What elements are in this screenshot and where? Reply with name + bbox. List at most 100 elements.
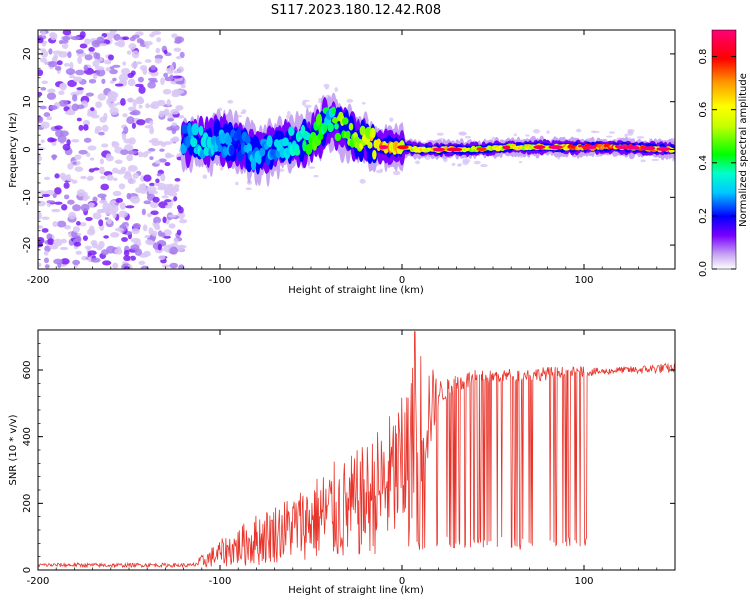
noise-blob [82, 235, 88, 241]
noise-blob [99, 175, 107, 180]
noise-blob [105, 153, 112, 161]
noise-blob [140, 265, 150, 269]
y-tick-label: 0 [22, 146, 33, 152]
y-tick-label: 200 [22, 494, 33, 513]
x-tick-label: -200 [27, 576, 50, 587]
noise-blob [75, 49, 84, 54]
halo-blob [480, 164, 488, 168]
noise-blob [169, 262, 178, 269]
halo-blob [375, 169, 383, 174]
noise-blob [112, 190, 122, 197]
spectrogram-x-label: Height of straight line (km) [288, 285, 424, 296]
noise-blob [44, 61, 49, 65]
noise-blob [156, 37, 162, 43]
ridge-peak [432, 147, 445, 152]
y-tick-label: 0 [22, 567, 33, 573]
halo-blob [308, 166, 316, 169]
noise-blob [100, 183, 110, 191]
noise-blob [114, 227, 124, 232]
noise-blob [166, 98, 171, 107]
noise-blob [99, 166, 105, 175]
noise-blob [148, 148, 156, 152]
colorbar-gradient [711, 29, 737, 270]
noise-blob [92, 212, 102, 220]
noise-blob [162, 216, 167, 224]
noise-blob [112, 210, 117, 219]
noise-blob [130, 244, 140, 251]
noise-blob [118, 210, 128, 218]
snr-x-label: Height of straight line (km) [288, 585, 424, 596]
noise-blob [95, 125, 103, 132]
noise-blob [51, 208, 61, 213]
noise-blob [67, 51, 72, 59]
noise-blob [57, 134, 67, 143]
noise-blob [75, 69, 85, 76]
noise-blob [150, 64, 156, 71]
noise-blob [126, 192, 132, 200]
halo-blob [313, 174, 319, 178]
noise-blob [64, 225, 71, 230]
noise-blob [112, 77, 117, 82]
noise-blob [38, 154, 42, 162]
y-tick-label: 400 [22, 427, 33, 446]
ridge-blob [236, 127, 242, 140]
ridge-blob [225, 135, 233, 145]
noise-blob [60, 258, 70, 265]
noise-blob [141, 151, 149, 158]
ridge-blob [372, 149, 377, 160]
noise-blob [82, 197, 88, 202]
noise-blob [164, 162, 171, 167]
noise-blob [142, 224, 148, 232]
colorbar-tick-label: 0.2 [698, 208, 709, 224]
halo-blob [627, 128, 635, 134]
noise-blob [143, 174, 152, 182]
noise-blob [52, 220, 58, 227]
noise-blob [177, 211, 185, 220]
noise-blob [122, 61, 127, 66]
noise-blob [109, 66, 115, 70]
noise-blob [71, 138, 80, 143]
halo-blob [392, 170, 401, 176]
noise-blob [109, 80, 115, 84]
x-tick-label: -200 [27, 275, 50, 286]
noise-blob [80, 175, 87, 180]
y-tick-label: 10 [22, 95, 33, 108]
noise-blob [123, 138, 133, 144]
noise-blob [92, 72, 98, 80]
noise-blob [83, 124, 89, 131]
noise-blob [46, 92, 57, 100]
halo-blob [302, 99, 310, 102]
noise-blob [150, 210, 159, 216]
noise-blob [164, 199, 172, 203]
noise-blob [121, 132, 127, 141]
noise-blob [90, 107, 95, 112]
noise-blob [169, 64, 174, 73]
noise-blob [173, 47, 182, 52]
noise-blob [158, 255, 166, 261]
noise-blob [40, 86, 47, 91]
noise-blob [70, 91, 80, 97]
noise-blob [175, 80, 185, 85]
noise-blob [91, 114, 100, 119]
noise-blob [74, 154, 82, 160]
noise-blob [145, 239, 153, 245]
ridge-blob [259, 147, 266, 157]
noise-blob [91, 39, 101, 48]
noise-blob [38, 91, 43, 97]
noise-blob [117, 39, 126, 48]
noise-blob [95, 68, 106, 77]
noise-blob [155, 47, 161, 54]
noise-blob [138, 104, 143, 109]
noise-blob [125, 205, 135, 209]
x-tick-label: 0 [399, 576, 405, 587]
noise-blob [44, 245, 51, 253]
noise-blob [103, 235, 109, 239]
noise-blob [104, 59, 112, 65]
noise-blob [123, 173, 133, 180]
noise-blob [72, 204, 82, 212]
noise-blob [126, 97, 135, 103]
colorbar-tick-label: 0.6 [698, 102, 709, 118]
noise-blob [127, 72, 135, 79]
noise-blob [38, 211, 43, 220]
